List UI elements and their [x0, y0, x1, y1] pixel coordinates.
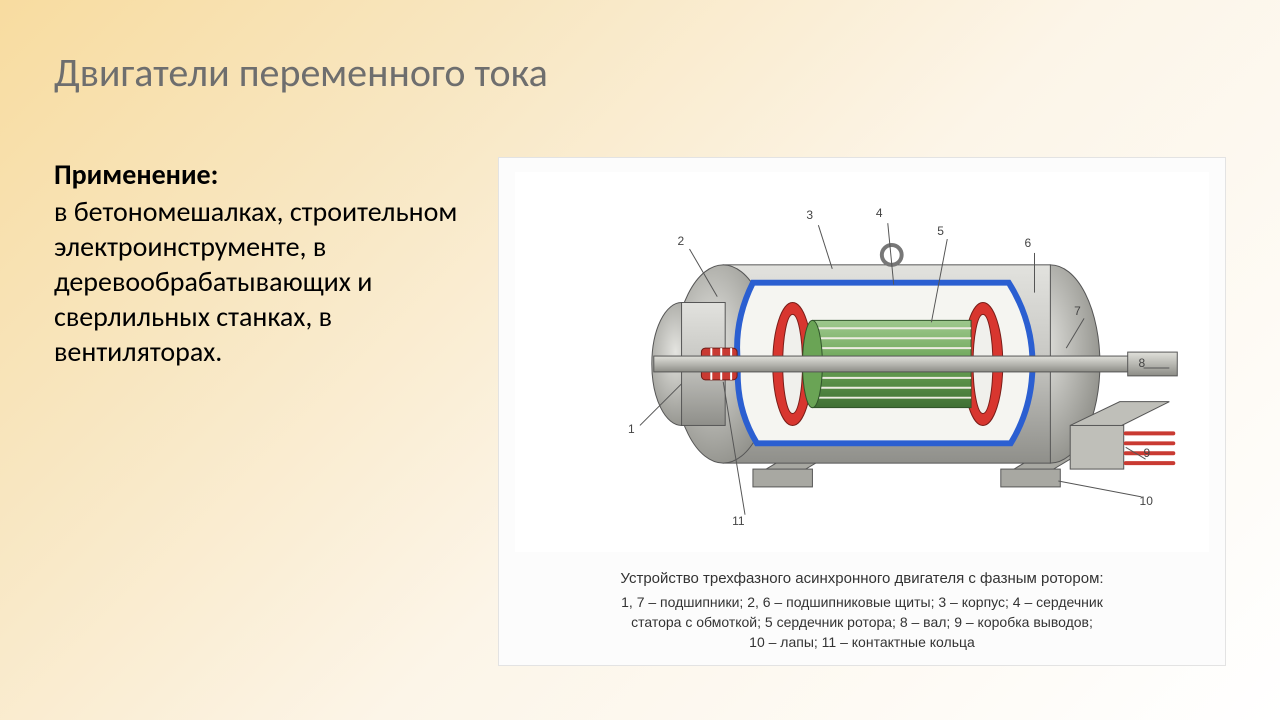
text-column: Применение: в бетономешалках, строительн…: [54, 157, 474, 369]
callout-label: 9: [1144, 446, 1151, 460]
content-columns: Применение: в бетономешалках, строительн…: [54, 157, 1226, 666]
application-text: в бетономешалках, строительном электроин…: [54, 194, 474, 369]
callout-label: 1: [628, 422, 635, 436]
caption-title: Устройство трехфазного асинхронного двиг…: [620, 568, 1103, 590]
callout-label: 3: [806, 208, 813, 222]
callout-label: 8: [1139, 356, 1146, 370]
slide: Двигатели переменного тока Применение: в…: [0, 0, 1280, 720]
motor-diagram: 1 2 3 4 5 6 7 8 9 10 11: [515, 172, 1209, 552]
callout-label: 11: [732, 514, 744, 528]
callout-label: 2: [678, 234, 685, 248]
callout-label: 7: [1074, 304, 1081, 318]
callout-label: 4: [876, 206, 883, 220]
figure-panel: 1 2 3 4 5 6 7 8 9 10 11 Устройство трехфазного аси…: [498, 157, 1226, 666]
callout-label: 5: [937, 224, 944, 238]
callout-label: 6: [1025, 236, 1032, 250]
caption-line: статора с обмоткой; 5 сердечник ротора; …: [620, 612, 1103, 632]
caption-line: 10 – лапы; 11 – контактные кольца: [620, 632, 1103, 652]
caption-line: 1, 7 – подшипники; 2, 6 – подшипниковые …: [620, 592, 1103, 612]
shaft: [654, 352, 1177, 376]
slide-title: Двигатели переменного тока: [54, 48, 1226, 97]
application-heading: Применение:: [54, 157, 474, 192]
callout-label: 10: [1140, 494, 1153, 508]
figure-caption: Устройство трехфазного асинхронного двиг…: [620, 568, 1103, 653]
motor-svg: [515, 172, 1209, 552]
